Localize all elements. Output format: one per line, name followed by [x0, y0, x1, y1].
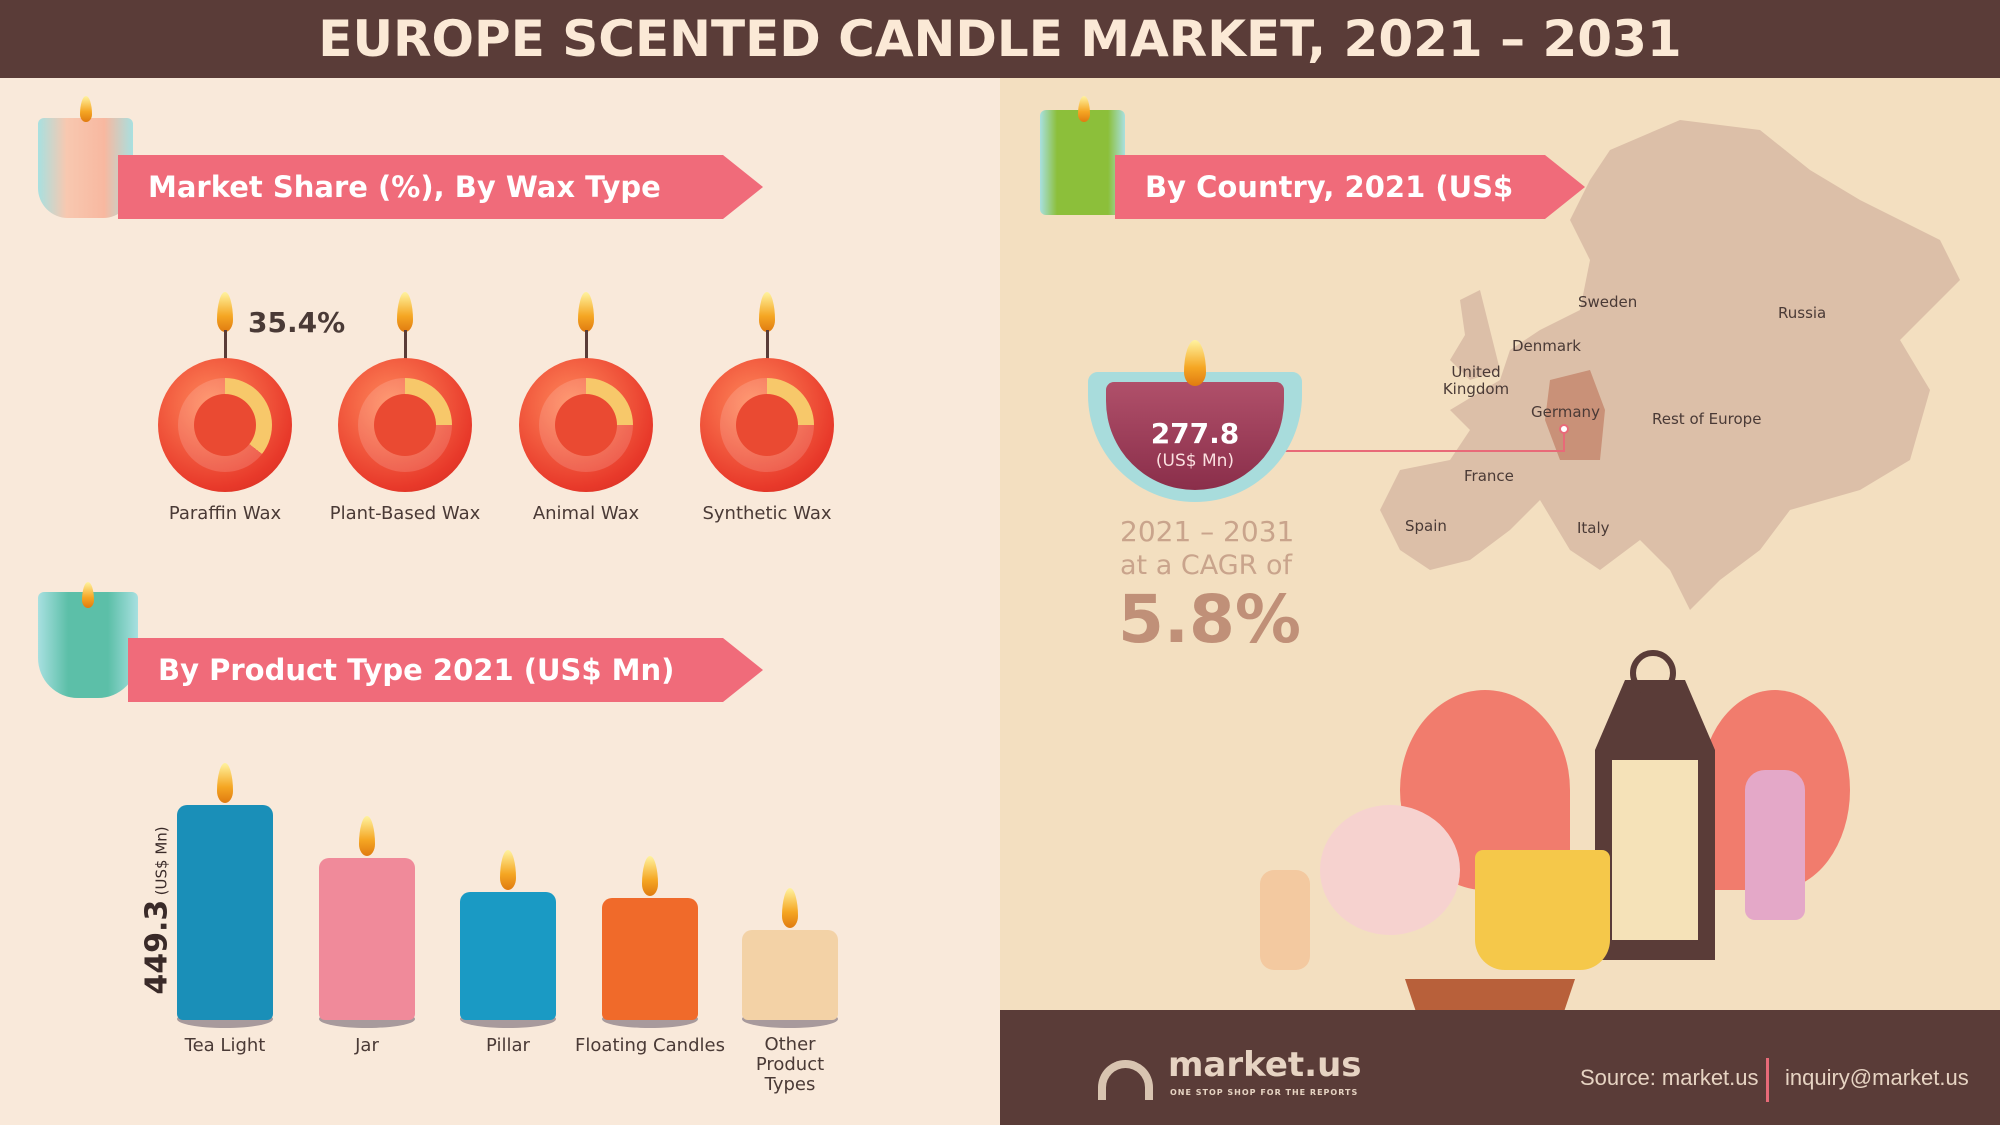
wax-label: Plant-Based Wax	[329, 503, 481, 524]
product-label: Floating Candles	[575, 1035, 725, 1056]
wick	[404, 330, 407, 360]
map-label-italy: Italy	[1577, 519, 1610, 537]
cagr-period: 2021 – 2031	[1120, 515, 1295, 548]
jar-candle-icon	[1475, 850, 1610, 970]
pointer-line-vertical	[1563, 432, 1565, 452]
product-unit: (US$ Mn)	[152, 826, 171, 896]
wick	[224, 330, 227, 360]
map-label-spain: Spain	[1405, 517, 1447, 535]
product-type-banner: By Product Type 2021 (US$ Mn)	[128, 638, 763, 702]
map-landmass	[1380, 120, 1960, 610]
wax-ball-0	[158, 358, 292, 492]
flame-icon	[1078, 96, 1090, 122]
map-germany	[1545, 370, 1605, 460]
flame-icon	[500, 850, 516, 890]
wax-type-banner: Market Share (%), By Wax Type (2021)	[118, 155, 763, 219]
flame-icon	[217, 763, 233, 803]
product-candle-4	[742, 930, 838, 1020]
wax-label: Animal Wax	[532, 503, 640, 524]
cagr-value: 5.8%	[1118, 581, 1302, 658]
flame-icon	[759, 292, 775, 332]
germany-unit: (US$ Mn)	[1155, 451, 1235, 471]
flame-icon	[782, 888, 798, 928]
footer-bar	[1000, 1010, 2000, 1125]
brand-name[interactable]: market.us	[1168, 1045, 1362, 1085]
product-candle-1	[319, 858, 415, 1020]
wax-ball-1	[338, 358, 472, 492]
page-title: EUROPE SCENTED CANDLE MARKET, 2021 – 203…	[0, 0, 2000, 78]
candle-glass-icon	[38, 118, 133, 218]
product-candle-0	[177, 805, 273, 1020]
map-label-denmark: Denmark	[1512, 337, 1581, 355]
flame-icon	[1184, 340, 1206, 386]
map-uk	[1450, 290, 1500, 380]
ring-hole	[194, 394, 256, 456]
bottle-icon	[1745, 770, 1805, 920]
wick	[585, 330, 588, 360]
wax-ball-3	[700, 358, 834, 492]
cagr-text: at a CAGR of	[1120, 550, 1292, 581]
flame-icon	[578, 292, 594, 332]
ring-hole	[374, 394, 436, 456]
candle-glass-icon	[1040, 110, 1125, 215]
map-label-sweden: Sweden	[1578, 293, 1638, 311]
vase-icon	[1320, 805, 1460, 935]
wax-ball-2	[519, 358, 653, 492]
product-label: Jar	[355, 1035, 379, 1056]
product-label: Pillar	[486, 1035, 530, 1056]
wick	[766, 330, 769, 360]
map-label-uk: United Kingdom	[1442, 363, 1510, 398]
map-label-germany: Germany	[1531, 403, 1600, 421]
germany-value: 277.8	[1150, 417, 1240, 450]
map-label-rest-of-europe: Rest of Europe	[1652, 410, 1762, 428]
map-label-france: France	[1464, 467, 1514, 485]
lantern-ring	[1630, 650, 1676, 696]
lantern-glass	[1612, 760, 1698, 940]
brand-tagline: ONE STOP SHOP FOR THE REPORTS	[1170, 1088, 1359, 1097]
flame-icon	[642, 856, 658, 896]
candle-glass-icon	[38, 592, 138, 698]
bottle-icon	[1260, 870, 1310, 970]
pointer-line	[1285, 450, 1565, 452]
product-label: Tea Light	[184, 1035, 266, 1056]
product-value-label: 449.3 (US$ Mn)	[140, 811, 181, 1011]
ring-hole	[736, 394, 798, 456]
flame-icon	[82, 582, 94, 608]
product-value: 449.3	[139, 899, 175, 995]
ring-hole	[555, 394, 617, 456]
product-label: Other Product Types	[755, 1034, 825, 1095]
map-label-russia: Russia	[1778, 304, 1827, 322]
market-us-logo-icon	[1098, 1060, 1153, 1100]
flame-icon	[217, 292, 233, 332]
wax-label: Paraffin Wax	[168, 503, 282, 524]
country-banner: By Country, 2021 (US$ Mn)	[1115, 155, 1585, 219]
flame-icon	[80, 96, 92, 122]
email-link[interactable]: inquiry@market.us	[1785, 1065, 1969, 1090]
source-text: Source: market.us	[1580, 1065, 1759, 1090]
footer-divider	[1766, 1058, 1769, 1102]
flame-icon	[359, 816, 375, 856]
wax-highlight-value: 35.4%	[248, 306, 346, 339]
product-candle-3	[602, 898, 698, 1020]
wax-label: Synthetic Wax	[702, 503, 832, 524]
product-candle-2	[460, 892, 556, 1020]
europe-map	[1380, 120, 1960, 610]
flame-icon	[397, 292, 413, 332]
